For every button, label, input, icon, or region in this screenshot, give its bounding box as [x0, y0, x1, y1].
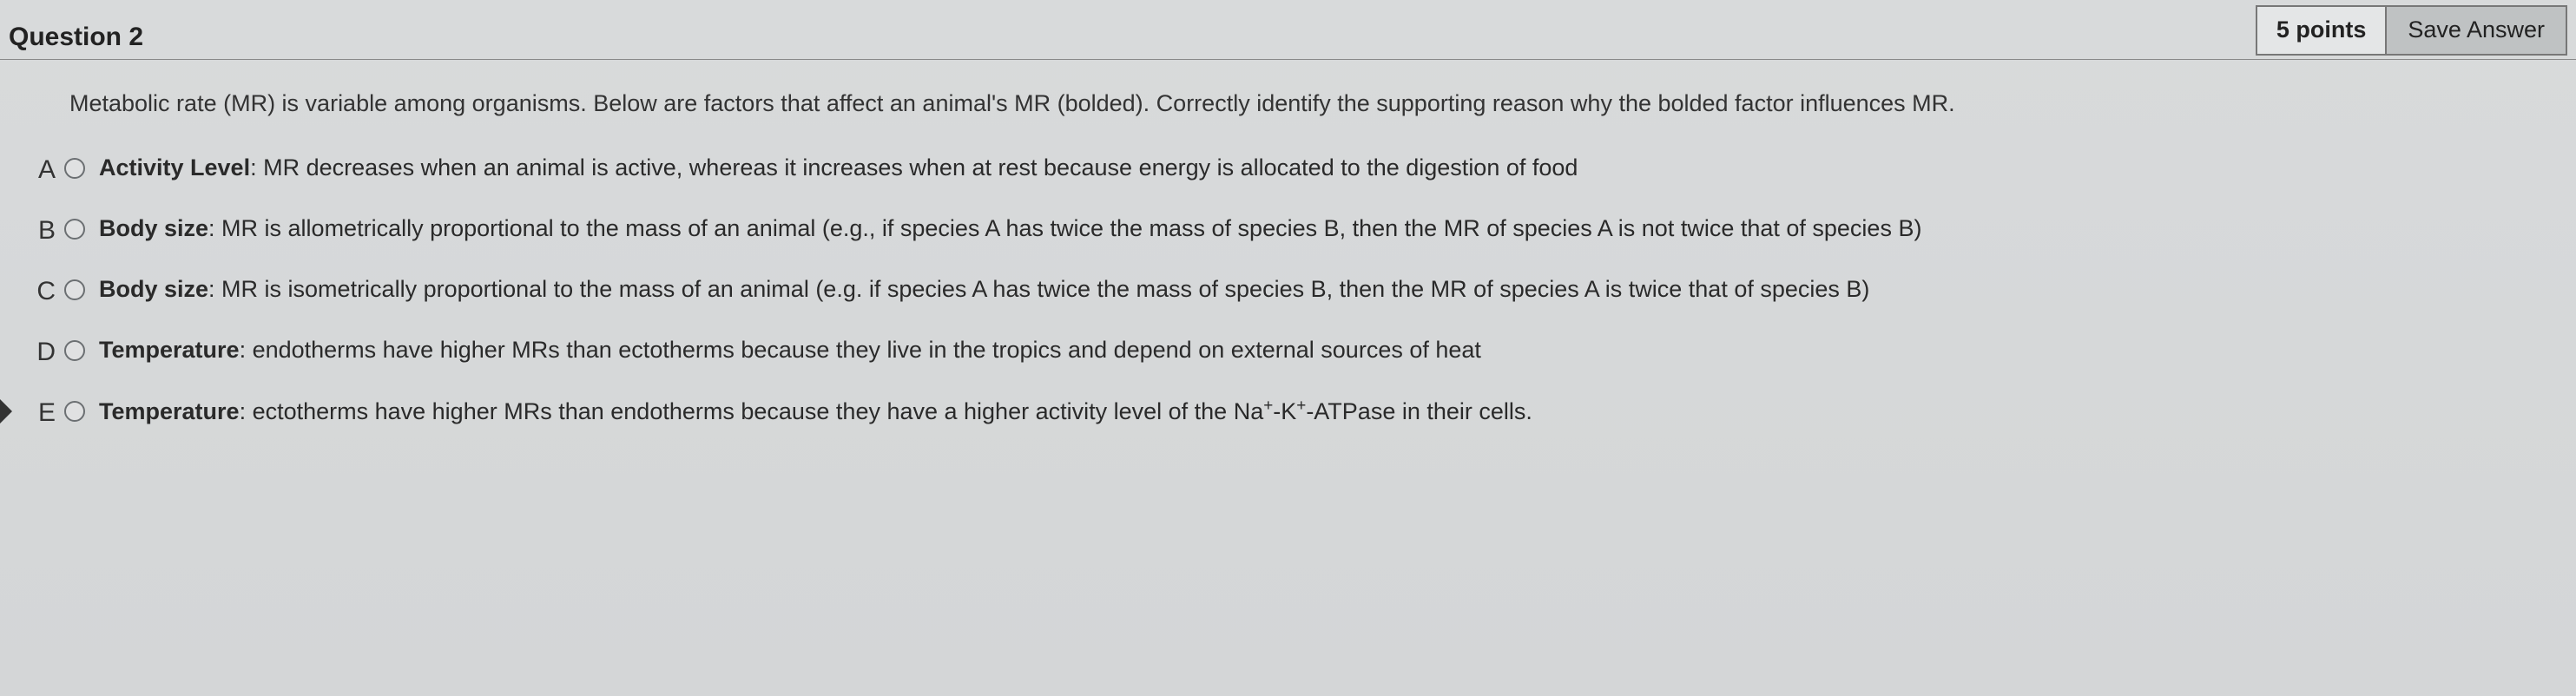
- question-header: Question 2 5 points Save Answer: [0, 0, 2576, 60]
- option-bold: Body size: [99, 276, 208, 302]
- question-title: Question 2: [9, 19, 143, 56]
- left-notch-icon: [0, 399, 12, 424]
- save-answer-button[interactable]: Save Answer: [2387, 7, 2566, 54]
- option-text-e: Temperature: ectotherms have higher MRs …: [99, 395, 2507, 429]
- points-label: 5 points: [2257, 7, 2388, 54]
- radio-d[interactable]: [64, 340, 85, 361]
- option-bold: Activity Level: [99, 154, 250, 181]
- option-letter: B: [31, 213, 56, 249]
- radio-e[interactable]: [64, 401, 85, 422]
- option-row-b: B Body size: MR is allometrically propor…: [31, 213, 2507, 249]
- option-letter: D: [31, 334, 56, 371]
- option-bold: Body size: [99, 215, 208, 241]
- question-body: Metabolic rate (MR) is variable among or…: [0, 60, 2576, 473]
- option-letter: C: [31, 273, 56, 310]
- option-letter: A: [31, 152, 56, 188]
- option-rest: : endotherms have higher MRs than ectoth…: [240, 337, 1481, 363]
- option-text-c: Body size: MR is isometrically proportio…: [99, 273, 2507, 306]
- radio-c[interactable]: [64, 279, 85, 300]
- option-bold: Temperature: [99, 337, 240, 363]
- option-text-d: Temperature: endotherms have higher MRs …: [99, 334, 2507, 367]
- option-text-a: Activity Level: MR decreases when an ani…: [99, 152, 2507, 185]
- option-rest-e: : ectotherms have higher MRs than endoth…: [240, 398, 1532, 424]
- option-rest: : MR decreases when an animal is active,…: [250, 154, 1578, 181]
- radio-a[interactable]: [64, 158, 85, 179]
- question-stem: Metabolic rate (MR) is variable among or…: [69, 88, 2507, 121]
- options-list: A Activity Level: MR decreases when an a…: [31, 152, 2507, 431]
- option-row-c: C Body size: MR is isometrically proport…: [31, 273, 2507, 310]
- option-text-b: Body size: MR is allometrically proporti…: [99, 213, 2507, 246]
- radio-b[interactable]: [64, 219, 85, 240]
- option-row-d: D Temperature: endotherms have higher MR…: [31, 334, 2507, 371]
- option-row-e: E Temperature: ectotherms have higher MR…: [31, 395, 2507, 431]
- option-rest: : MR is allometrically proportional to t…: [208, 215, 1921, 241]
- option-letter: E: [31, 395, 56, 431]
- option-row-a: A Activity Level: MR decreases when an a…: [31, 152, 2507, 188]
- option-bold: Temperature: [99, 398, 240, 424]
- question-container: Question 2 5 points Save Answer Metaboli…: [0, 0, 2576, 473]
- header-right-box: 5 points Save Answer: [2256, 5, 2567, 56]
- option-rest: : MR is isometrically proportional to th…: [208, 276, 1869, 302]
